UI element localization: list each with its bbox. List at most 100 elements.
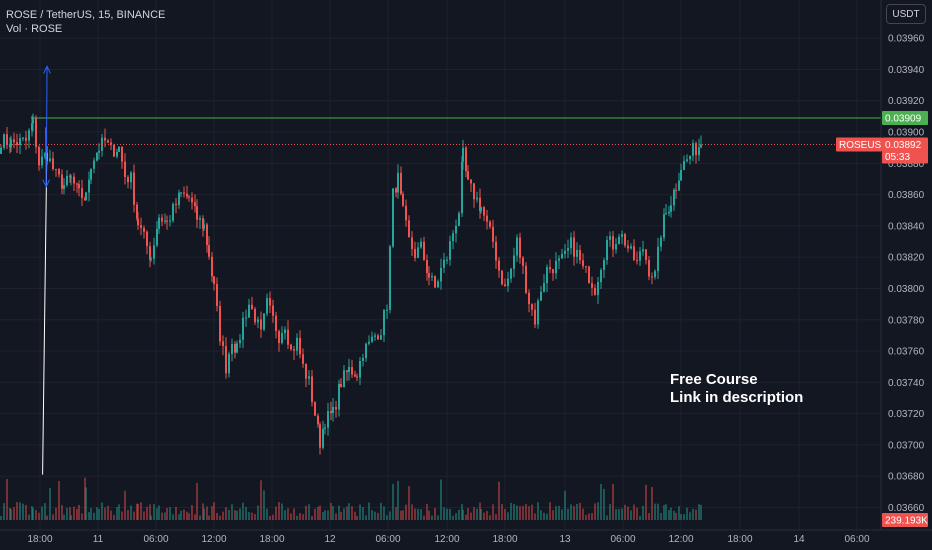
time-axis[interactable]: 18:00 11 06:00 12:00 18:00 12 06:00 12:00 18:00 1…	[27, 534, 869, 545]
volume-bar	[522, 505, 524, 520]
candle	[686, 154, 688, 163]
volume-bar	[10, 509, 12, 520]
volume-bar	[383, 506, 385, 520]
candle	[420, 238, 422, 249]
volume-bar	[455, 513, 457, 520]
volume-bar	[600, 483, 602, 520]
volume-bar	[431, 515, 433, 520]
volume-bar	[225, 507, 227, 520]
volume-bar	[627, 506, 629, 520]
volume-bar	[305, 505, 307, 520]
projection-arrowhead-end	[43, 65, 51, 74]
volume-bar	[116, 507, 118, 520]
y-tick-label: 0.03860	[888, 190, 925, 201]
volume-bar	[540, 510, 542, 520]
volume-bar	[683, 514, 685, 520]
candle	[127, 175, 129, 189]
candle	[219, 300, 221, 346]
volume-bar	[440, 479, 442, 520]
volume-bar	[191, 505, 193, 520]
candle	[564, 244, 566, 259]
symbol-info[interactable]: ROSE / TetherUS, 15, BINANCE	[6, 9, 166, 21]
volume-bar	[216, 512, 218, 520]
volume-bar	[140, 502, 142, 520]
candle	[458, 211, 460, 227]
volume-bar	[194, 514, 196, 520]
candle	[555, 252, 557, 280]
x-tick-label: 12	[324, 534, 336, 545]
volume-bar	[670, 507, 672, 520]
volume-bar	[269, 515, 271, 520]
volume-bar	[158, 505, 160, 520]
trendline[interactable]	[42, 146, 48, 475]
volume-bar	[408, 486, 410, 520]
volume-bar	[606, 515, 608, 520]
volume-bar	[525, 504, 527, 520]
candle	[164, 213, 166, 225]
volume-bar	[420, 509, 422, 520]
price-axis[interactable]: 0.03960 0.03940 0.03920 0.03900 0.03880 0.038…	[888, 34, 925, 514]
volume-bar	[543, 512, 545, 520]
candle	[327, 402, 329, 436]
volume-bar	[183, 509, 185, 520]
volume-bar	[443, 507, 445, 520]
volume-bar	[213, 502, 215, 520]
candle	[302, 348, 304, 368]
volume-bar	[55, 507, 57, 520]
volume-legend[interactable]: Vol · ROSE	[6, 23, 63, 35]
volume-bar	[564, 490, 566, 520]
candle	[343, 365, 345, 388]
volume-bar	[211, 506, 213, 520]
volume-bar	[588, 513, 590, 520]
volume-bar	[673, 510, 675, 520]
volume-bar	[582, 508, 584, 520]
volume-bar	[636, 507, 638, 520]
candle	[455, 219, 457, 243]
candle	[158, 214, 160, 234]
volume-bar	[365, 515, 367, 520]
volume-bar	[85, 487, 87, 520]
volume-bar	[35, 509, 37, 520]
volume-bar	[546, 513, 548, 520]
currency-button[interactable]: USDT	[886, 4, 926, 24]
volume-bar	[327, 510, 329, 520]
volume-bar	[645, 484, 647, 520]
volume-bar	[446, 508, 448, 520]
x-tick-label: 18:00	[259, 534, 284, 545]
volume-bar	[3, 503, 5, 520]
volume-bar	[483, 512, 485, 520]
candle	[118, 146, 120, 153]
volume-bar	[594, 503, 596, 520]
volume-bar	[78, 504, 80, 520]
annotation-line-2: Link in description	[670, 389, 804, 406]
candle	[660, 235, 662, 252]
volume-bar	[377, 512, 379, 520]
candle	[231, 338, 233, 362]
volume-bar	[579, 502, 581, 520]
volume-bar	[486, 511, 488, 520]
candle	[389, 244, 391, 314]
candle	[411, 231, 413, 256]
candle	[146, 230, 148, 255]
volume-bar	[124, 490, 126, 520]
volume-bar	[263, 490, 265, 520]
volume-bar	[330, 502, 332, 520]
candle	[121, 146, 123, 169]
volume-bar	[25, 504, 27, 520]
candle	[683, 155, 685, 171]
candle	[299, 330, 301, 359]
candle	[549, 259, 551, 274]
candle	[73, 172, 75, 192]
candle	[143, 225, 145, 239]
candle	[107, 138, 109, 144]
y-tick-label: 0.03680	[888, 472, 925, 483]
y-tick-label: 0.03820	[888, 253, 925, 264]
candle	[516, 234, 518, 262]
volume-bar	[251, 512, 253, 520]
chart-legend: ROSE / TetherUS, 15, BINANCE Vol · ROSE	[6, 8, 165, 36]
volume-bar	[411, 504, 413, 520]
volume-bar	[290, 513, 292, 520]
